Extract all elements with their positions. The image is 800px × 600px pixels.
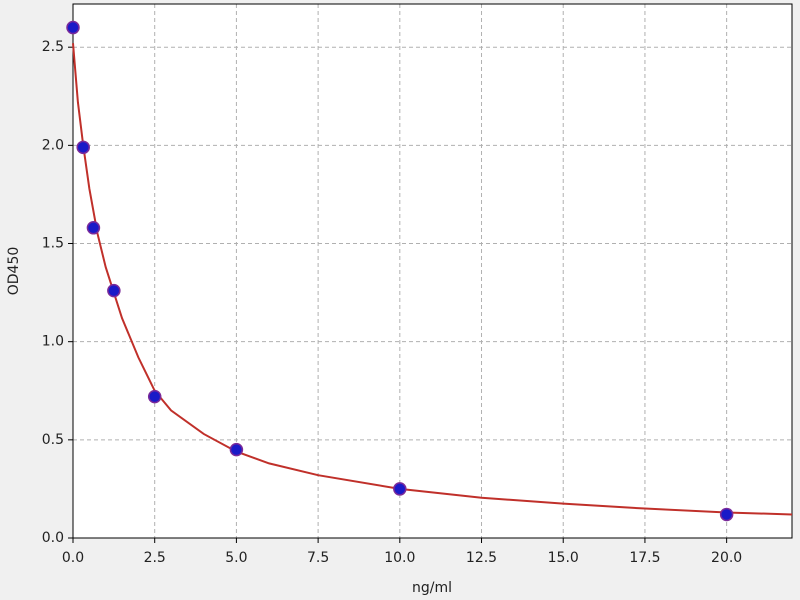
x-tick-label: 5.0 xyxy=(225,550,247,566)
data-point xyxy=(229,442,244,457)
x-tick-label: 0.0 xyxy=(62,550,84,566)
data-point xyxy=(393,482,407,496)
data-point xyxy=(719,507,734,522)
y-tick-label: 1.0 xyxy=(42,334,64,350)
data-point xyxy=(66,20,80,35)
data-point xyxy=(86,221,101,235)
x-tick-label: 15.0 xyxy=(548,550,579,566)
y-tick-label: 2.5 xyxy=(42,39,64,55)
x-tick-label: 17.5 xyxy=(629,550,660,566)
y-tick-label: 1.5 xyxy=(42,236,64,252)
x-tick-label: 20.0 xyxy=(711,550,742,566)
data-point xyxy=(147,389,162,404)
plot-frame xyxy=(72,3,793,539)
x-tick-label: 7.5 xyxy=(307,550,329,566)
y-tick-label: 2.0 xyxy=(42,137,64,153)
x-tick-label: 10.0 xyxy=(384,550,415,566)
data-point xyxy=(76,140,90,155)
data-point xyxy=(107,283,121,298)
fit-curve xyxy=(72,43,793,516)
y-tick-label: 0.0 xyxy=(42,530,64,546)
y-axis-label: OD450 xyxy=(6,247,22,296)
x-axis-label: ng/ml xyxy=(412,580,452,596)
plot-area xyxy=(73,4,792,538)
y-tick-label: 0.5 xyxy=(42,432,64,448)
x-tick-label: 12.5 xyxy=(466,550,497,566)
x-tick-label: 2.5 xyxy=(144,550,166,566)
